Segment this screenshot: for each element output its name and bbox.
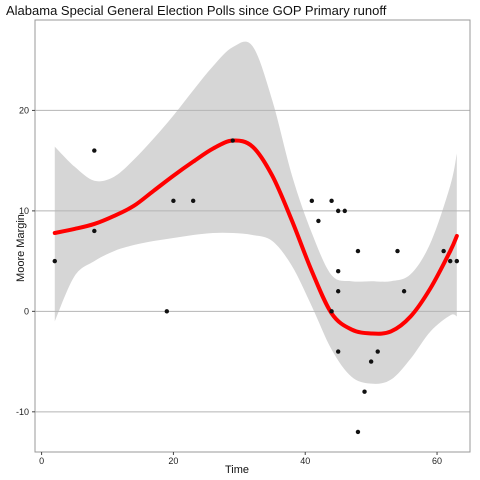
data-point xyxy=(164,309,170,314)
data-point xyxy=(401,289,407,294)
confidence-band-group xyxy=(54,41,457,384)
axes-group: -10 0 10 20 0 20 40 60 xyxy=(16,19,471,466)
y-tick-label: -10 xyxy=(16,407,29,417)
data-point xyxy=(190,198,196,204)
data-point xyxy=(335,349,341,354)
data-point xyxy=(52,258,57,264)
data-point xyxy=(92,148,97,153)
y-tick-label: 10 xyxy=(19,206,29,216)
data-point xyxy=(316,218,321,224)
x-tick-label: 40 xyxy=(300,456,310,466)
data-point xyxy=(329,198,334,204)
data-point xyxy=(448,258,453,264)
data-point xyxy=(171,198,176,204)
data-point xyxy=(362,389,367,394)
x-axis-label: Time xyxy=(225,464,250,476)
data-point xyxy=(441,248,446,254)
data-point xyxy=(355,429,361,435)
smooth-line-group xyxy=(52,138,459,336)
data-point xyxy=(309,198,315,204)
data-point xyxy=(342,208,347,214)
x-tick-label: 60 xyxy=(432,456,442,466)
y-tick-label: 20 xyxy=(19,105,29,115)
data-point xyxy=(375,349,380,354)
data-point xyxy=(368,359,374,364)
chart-title: Alabama Special General Election Polls s… xyxy=(6,3,387,18)
confidence-band xyxy=(54,41,457,384)
data-point xyxy=(230,138,235,143)
y-axis-label: Moore Margin xyxy=(15,214,27,282)
y-tick-label: 0 xyxy=(24,306,29,316)
data-point xyxy=(395,248,400,254)
x-tick-label: 0 xyxy=(39,456,44,466)
x-tick-label: 20 xyxy=(168,456,178,466)
data-point xyxy=(335,268,341,274)
data-point xyxy=(329,309,334,314)
grid-group xyxy=(35,109,470,413)
data-point xyxy=(454,258,460,264)
data-point xyxy=(92,228,97,234)
plot-frame xyxy=(34,19,471,453)
data-point xyxy=(335,289,341,294)
data-point xyxy=(335,208,341,214)
smooth-line xyxy=(52,138,459,336)
data-point xyxy=(355,248,361,254)
points-group xyxy=(52,138,460,435)
